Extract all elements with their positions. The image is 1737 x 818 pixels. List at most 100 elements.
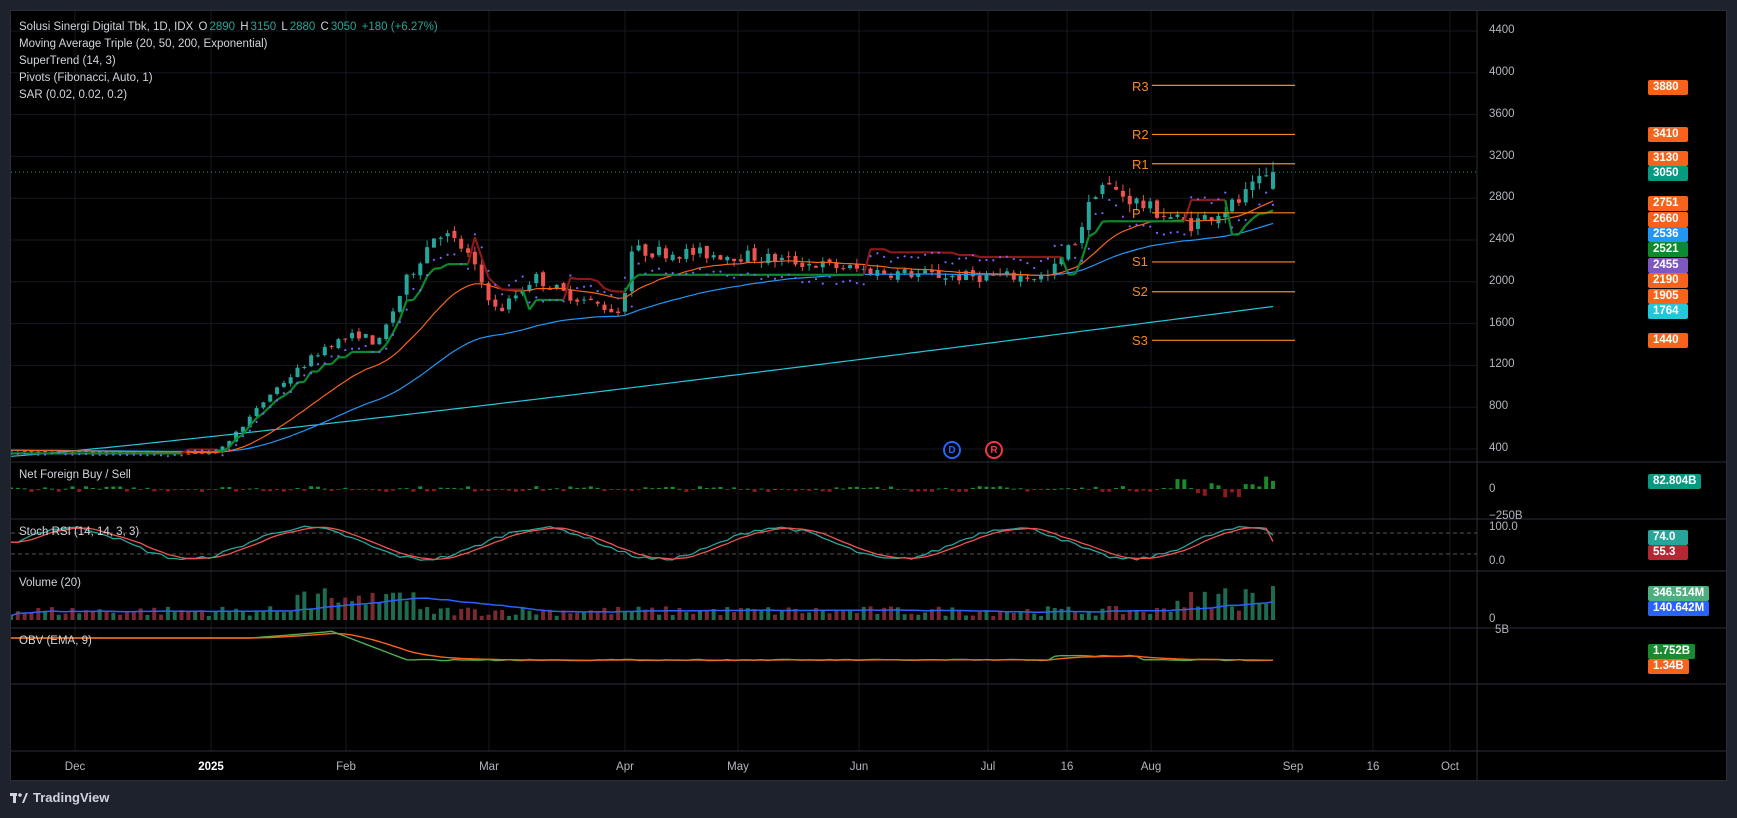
net-foreign-bar [431, 489, 436, 492]
sar-dot [848, 279, 852, 282]
candle-body [848, 265, 853, 269]
ema50-line [11, 222, 1274, 453]
candle-body [800, 262, 805, 267]
sar-dot [1135, 223, 1138, 226]
sar-dot [214, 449, 217, 452]
chart-frame[interactable]: Solusi Sinergi Digital Tbk, 1D, IDX O 289… [10, 10, 1727, 781]
candle-body [500, 307, 505, 312]
volume-bar [15, 611, 20, 620]
net-foreign-bar [807, 489, 812, 491]
sar-dot [1149, 225, 1152, 228]
net-foreign-bar [588, 486, 593, 489]
sar-dot [1271, 203, 1275, 206]
net-foreign-bar [1209, 483, 1214, 489]
earnings-marker[interactable]: R [985, 441, 1003, 459]
volume-bar [779, 611, 784, 620]
volume-bar [165, 606, 170, 620]
net-foreign-bar [227, 487, 232, 489]
volume-bar [1161, 608, 1166, 620]
sar-dot [507, 284, 511, 287]
volume-bar [1052, 608, 1057, 620]
sar-dot [910, 255, 913, 259]
sar-dot [923, 253, 927, 256]
supertrend-segment [330, 356, 340, 365]
pane-title-volume[interactable]: Volume (20) [19, 577, 82, 589]
indicator-pivots[interactable]: Pivots (Fibonacci, Auto, 1) [19, 72, 153, 84]
indicator-ma-triple[interactable]: Moving Average Triple (20, 50, 200, Expo… [19, 38, 268, 50]
net-foreign-bar [882, 489, 887, 490]
indicator-supertrend[interactable]: SuperTrend (14, 3) [19, 55, 116, 67]
badge-last-price: 3050 [1648, 166, 1688, 181]
candle-body [1004, 271, 1009, 274]
sar-dot [194, 449, 197, 452]
volume-bar [902, 614, 907, 620]
tradingview-brand[interactable]: TradingView [33, 790, 110, 805]
net-foreign-bar [718, 487, 723, 489]
dividend-marker[interactable]: D [943, 441, 961, 459]
net-foreign-bar [636, 489, 641, 490]
sar-dot [1080, 259, 1084, 262]
time-axis-label: 16 [1366, 761, 1380, 773]
candle-body [650, 253, 655, 258]
pane-title-net-foreign[interactable]: Net Foreign Buy / Sell [19, 469, 131, 481]
indicator-sar[interactable]: SAR (0.02, 0.02, 0.2) [19, 89, 128, 101]
volume-bar [1066, 606, 1071, 620]
open-value: 2890 [209, 21, 236, 33]
net-foreign-bar [984, 486, 989, 489]
chart-canvas[interactable] [11, 11, 1727, 781]
volume-bar [118, 614, 123, 620]
badge-ema50: 2536 [1648, 227, 1688, 242]
candle-body [773, 254, 778, 262]
candle-body [793, 256, 798, 265]
candle-body [1223, 212, 1228, 218]
sar-dot [1244, 218, 1247, 222]
sar-dot [541, 300, 545, 303]
net-foreign-bar [779, 489, 784, 490]
candle-body [888, 275, 893, 278]
sar-dot [1115, 204, 1118, 207]
net-foreign-bar [49, 488, 54, 490]
volume-bar [1025, 608, 1030, 620]
net-foreign-bar [888, 486, 893, 489]
supertrend-segment [235, 433, 244, 440]
net-foreign-bar [343, 487, 348, 489]
candle-body [875, 269, 880, 276]
supertrend-segment [412, 290, 422, 301]
net-foreign-bar [677, 488, 682, 490]
net-foreign-bar [970, 487, 975, 489]
candle-body [1257, 175, 1262, 184]
candle-body [1148, 201, 1153, 209]
volume-bar [56, 614, 61, 620]
net-foreign-bar [568, 486, 573, 489]
candle-body [90, 451, 95, 453]
net-foreign-bar [848, 487, 853, 489]
volume-bar [800, 613, 805, 620]
volume-bar [868, 606, 873, 620]
candle-body [964, 271, 969, 280]
supertrend-segment [392, 318, 401, 334]
candle-body [268, 394, 273, 402]
pane-title-obv[interactable]: OBV (EMA, 9) [19, 635, 92, 647]
volume-bar [234, 608, 239, 620]
sar-dot [1067, 271, 1070, 274]
net-foreign-bar [1100, 489, 1105, 492]
volume-bar [438, 608, 443, 620]
volume-bar [861, 606, 866, 620]
volume-bar [159, 614, 164, 620]
candle-body [977, 275, 982, 283]
candle-body [329, 346, 334, 348]
price-axis-label: 4400 [1489, 24, 1515, 36]
sar-dot [828, 275, 831, 278]
pane-title-stoch-rsi[interactable]: Stoch RSI (14, 14, 3, 3) [19, 526, 140, 538]
symbol-name[interactable]: Solusi Sinergi Digital Tbk, 1D, IDX [19, 21, 194, 33]
supertrend-segment [262, 405, 271, 414]
badge-obv: 1.752B [1648, 644, 1696, 659]
net-foreign-bar [36, 489, 41, 491]
net-foreign-bar [90, 487, 95, 489]
sar-dot [896, 256, 899, 259]
supertrend-segment [1238, 224, 1247, 236]
supertrend-segment [221, 446, 230, 453]
supertrend-segment [1183, 199, 1193, 222]
volume-bar [1236, 610, 1241, 620]
volume-bar [36, 608, 41, 620]
